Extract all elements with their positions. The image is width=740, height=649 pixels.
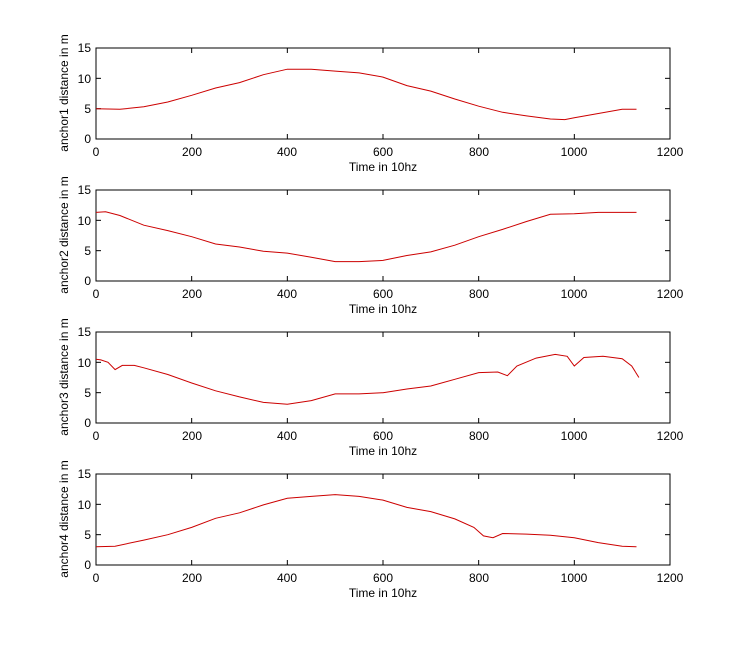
xtick-label: 400	[277, 571, 297, 585]
plot-frame-3	[95, 331, 671, 424]
xtick-label: 0	[93, 571, 100, 585]
ytick-label: 0	[84, 132, 91, 146]
y-axis-label: anchor1 distance in m	[57, 34, 71, 151]
ytick-label: 10	[78, 498, 92, 512]
xtick-label: 400	[277, 145, 297, 159]
x-axis-label: Time in 10hz	[349, 160, 417, 174]
xtick-label: 1000	[561, 429, 588, 443]
xtick-labels-2: 0 200 400 600 800 1000 1200	[93, 287, 684, 301]
ytick-label: 5	[84, 386, 91, 400]
ytick-label: 0	[84, 416, 91, 430]
xtick-label: 800	[469, 287, 489, 301]
ytick-label: 10	[78, 356, 92, 370]
ytick-labels-2: 0 5 10 15	[78, 183, 92, 288]
xtick-label: 600	[373, 429, 393, 443]
ytick-label: 15	[78, 325, 92, 339]
ytick-labels-4: 0 5 10 15	[78, 467, 92, 572]
xtick-label: 1200	[657, 429, 684, 443]
ticks-2	[95, 189, 671, 282]
ticks-1	[95, 47, 671, 140]
panel-3: 0 200 400 600 800 1000 1200 0 5 10 15 Ti…	[57, 318, 684, 458]
y-axis-label: anchor2 distance in m	[57, 176, 71, 293]
y-axis-label: anchor4 distance in m	[57, 460, 71, 577]
plot-frame-1	[95, 47, 671, 140]
panel-2: 0 200 400 600 800 1000 1200 0 5 10 15 Ti…	[57, 176, 684, 316]
ytick-label: 5	[84, 528, 91, 542]
plot-frame-2	[95, 189, 671, 282]
xtick-label: 200	[182, 429, 202, 443]
xtick-label: 1000	[561, 571, 588, 585]
x-axis-label: Time in 10hz	[349, 586, 417, 600]
ytick-label: 15	[78, 41, 92, 55]
xtick-label: 0	[93, 429, 100, 443]
xtick-label: 200	[182, 287, 202, 301]
xtick-label: 800	[469, 145, 489, 159]
ytick-label: 15	[78, 467, 92, 481]
panel-1: 0 200 400 600 800 1000 1200 0 5 10 15 Ti…	[57, 34, 684, 174]
xtick-label: 0	[93, 145, 100, 159]
xtick-label: 1000	[561, 145, 588, 159]
xtick-label: 800	[469, 571, 489, 585]
ytick-label: 0	[84, 274, 91, 288]
xtick-label: 400	[277, 429, 297, 443]
xtick-label: 600	[373, 571, 393, 585]
ytick-labels-1: 0 5 10 15	[78, 41, 92, 146]
x-axis-label: Time in 10hz	[349, 444, 417, 458]
y-axis-label: anchor3 distance in m	[57, 318, 71, 435]
ytick-label: 0	[84, 558, 91, 572]
xtick-labels-3: 0 200 400 600 800 1000 1200	[93, 429, 684, 443]
series-line-anchor3	[95, 353, 640, 405]
ytick-label: 15	[78, 183, 92, 197]
ytick-label: 10	[78, 214, 92, 228]
xtick-label: 200	[182, 571, 202, 585]
plot-frame-4	[95, 473, 671, 566]
ytick-labels-3: 0 5 10 15	[78, 325, 92, 430]
xtick-labels-4: 0 200 400 600 800 1000 1200	[93, 571, 684, 585]
xtick-label: 600	[373, 287, 393, 301]
x-axis-label: Time in 10hz	[349, 302, 417, 316]
ticks-3	[95, 331, 671, 424]
ytick-label: 5	[84, 102, 91, 116]
xtick-label: 0	[93, 287, 100, 301]
panel-4: 0 200 400 600 800 1000 1200 0 5 10 15 Ti…	[57, 460, 684, 600]
xtick-label: 400	[277, 287, 297, 301]
xtick-label: 1200	[657, 287, 684, 301]
xtick-label: 200	[182, 145, 202, 159]
xtick-label: 1200	[657, 571, 684, 585]
xtick-label: 1000	[561, 287, 588, 301]
series-line-anchor1	[95, 68, 637, 121]
xtick-label: 1200	[657, 145, 684, 159]
ytick-label: 5	[84, 244, 91, 258]
ticks-4	[95, 473, 671, 566]
series-line-anchor2	[95, 211, 637, 263]
series-line-anchor4	[95, 494, 637, 548]
xtick-label: 800	[469, 429, 489, 443]
xtick-labels-1: 0 200 400 600 800 1000 1200	[93, 145, 684, 159]
ytick-label: 10	[78, 72, 92, 86]
xtick-label: 600	[373, 145, 393, 159]
